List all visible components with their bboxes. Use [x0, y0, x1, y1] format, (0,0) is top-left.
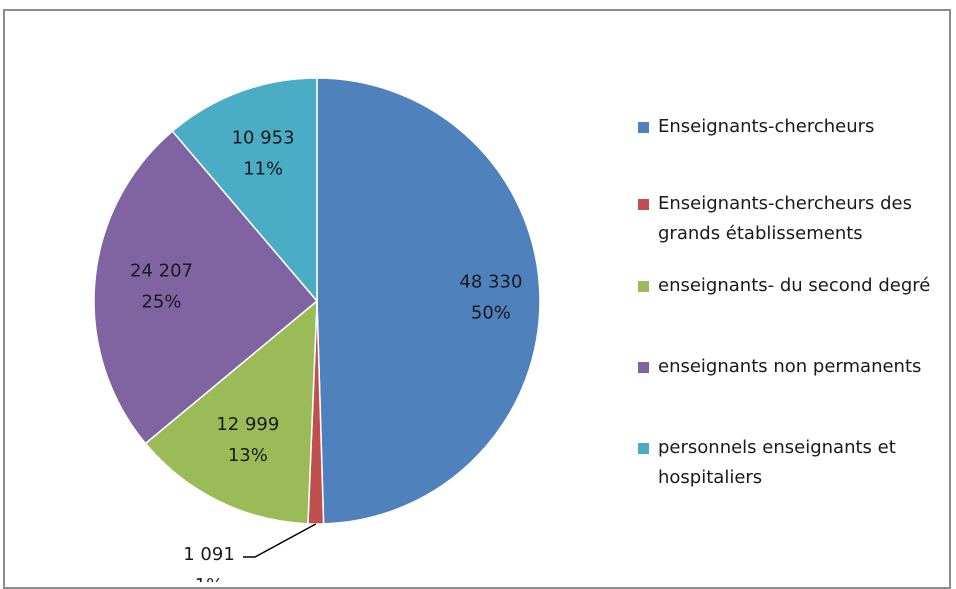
- data-label: 1%: [195, 575, 224, 582]
- pie-slice: [93, 130, 319, 445]
- legend-item: enseignants- du second degré: [636, 271, 948, 301]
- legend-item: personnels enseignants et hospitaliers: [636, 433, 948, 493]
- data-label: 13%: [228, 445, 268, 466]
- legend-swatch: [638, 199, 649, 210]
- pie-slice: [144, 299, 318, 525]
- data-label: 25%: [141, 292, 181, 313]
- data-label: 24 207: [130, 261, 193, 282]
- legend-label: Enseignants-chercheurs: [658, 116, 875, 137]
- data-label: 50%: [471, 302, 511, 323]
- legend-swatch: [638, 362, 649, 373]
- data-label: 1 091: [183, 544, 235, 565]
- data-label: 48 330: [459, 271, 522, 292]
- legend-item: enseignants non permanents: [636, 352, 948, 382]
- pie-slice: [171, 77, 318, 304]
- data-label: 10 953: [232, 128, 295, 149]
- legend-label: personnels enseignants et hospitaliers: [658, 437, 896, 488]
- legend-swatch: [638, 443, 649, 454]
- legend-item: Enseignants-chercheurs: [636, 112, 948, 142]
- leader-line: [243, 523, 317, 558]
- legend-swatch: [638, 281, 649, 292]
- legend-label: Enseignants-chercheurs des grands établi…: [658, 193, 912, 244]
- pie-slice: [316, 77, 541, 525]
- legend-swatch: [638, 122, 649, 133]
- legend-label: enseignants- du second degré: [658, 275, 931, 296]
- legend-label: enseignants non permanents: [658, 356, 922, 377]
- data-label: 11%: [243, 159, 283, 180]
- data-label: 12 999: [216, 414, 279, 435]
- legend-item: Enseignants-chercheurs des grands établi…: [636, 189, 948, 249]
